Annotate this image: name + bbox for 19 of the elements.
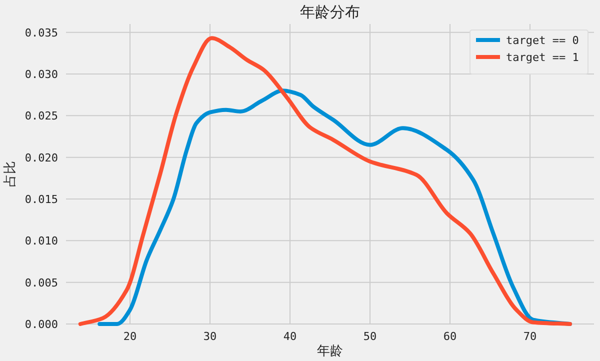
- x-axis-title: 年龄: [317, 344, 343, 359]
- y-tick-label: 0.020: [24, 151, 58, 164]
- x-tick-label: 30: [203, 330, 217, 343]
- y-tick-label: 0.015: [24, 193, 58, 206]
- x-tick-label: 60: [443, 330, 457, 343]
- x-tick-label: 20: [123, 330, 137, 343]
- y-tick-label: 0.010: [24, 234, 58, 248]
- legend-label: target == 1: [506, 51, 579, 64]
- x-tick-label: 40: [283, 330, 297, 343]
- chart-title: 年龄分布: [300, 3, 360, 21]
- y-tick-label: 0.005: [24, 276, 58, 290]
- legend-label: target == 0: [506, 34, 579, 47]
- y-tick-label: 0.025: [24, 110, 58, 123]
- y-tick-label: 0.035: [24, 26, 58, 40]
- x-tick-label: 70: [523, 330, 537, 343]
- y-tick-label: 0.000: [24, 318, 58, 331]
- y-axis-title: 占比: [3, 161, 18, 187]
- x-tick-label: 50: [363, 330, 377, 343]
- y-tick-label: 0.030: [24, 68, 58, 81]
